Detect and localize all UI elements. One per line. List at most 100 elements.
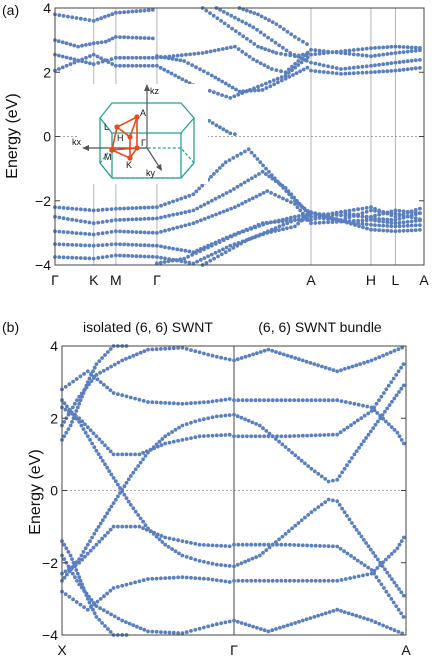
panel-a-band-point xyxy=(369,216,373,221)
panel-a-band-point xyxy=(190,253,195,257)
panel-b-band-point xyxy=(264,548,269,552)
panel-a-band-point xyxy=(360,70,365,75)
panel-a-band-point xyxy=(413,212,418,217)
panel-a-band-point xyxy=(287,74,292,79)
panel-a-band-point xyxy=(207,118,212,123)
panel-b-band-point xyxy=(255,625,259,630)
panel-b-band-point xyxy=(243,559,248,564)
panel-a-band-point xyxy=(267,48,271,53)
panel-b-band-point xyxy=(391,376,396,381)
panel-b-band-point xyxy=(85,542,90,547)
panel-b-band-point xyxy=(331,544,335,549)
panel-a-y-tick-label: 0 xyxy=(43,129,51,145)
panel-a-band-point xyxy=(262,33,267,37)
panel-b-band-point xyxy=(91,369,95,374)
panel-a-band-point xyxy=(273,219,277,224)
panel-a-band-point xyxy=(220,93,225,97)
panel-b-band-point xyxy=(167,440,172,445)
panel-a-band-point xyxy=(163,256,167,261)
panel-b-band-point xyxy=(275,398,279,403)
panel-a-band-point xyxy=(195,219,200,224)
panel-b-band-point xyxy=(266,347,271,352)
panel-b-band-point xyxy=(63,569,68,574)
panel-b-band-point xyxy=(107,469,112,473)
panel-a-band-point xyxy=(109,57,114,61)
panel-a-band-point xyxy=(78,256,83,260)
panel-a-band-point xyxy=(360,47,365,51)
panel-a-band-point xyxy=(163,245,167,250)
panel-a-band-point xyxy=(361,225,365,230)
panel-b-band-point xyxy=(124,620,128,624)
panel-a-band-point xyxy=(217,195,222,199)
panel-b-band-point xyxy=(296,398,301,403)
panel-a-band-point xyxy=(377,53,381,57)
panel-a-band-point xyxy=(96,243,101,248)
panel-b-band-point xyxy=(394,583,399,588)
panel-a-band-point xyxy=(114,35,118,39)
panel-b-band-point xyxy=(240,542,245,547)
panel-b-band-point xyxy=(206,543,211,547)
panel-b-band-point xyxy=(352,452,357,457)
panel-a-band-point xyxy=(110,12,115,17)
panel-a-band-point xyxy=(217,211,222,215)
panel-a-band-point xyxy=(96,231,101,236)
panel-b-band-point xyxy=(286,448,291,452)
panel-a-band-point xyxy=(249,176,254,181)
panel-a-band-point xyxy=(389,69,394,73)
panel-a-band-point xyxy=(100,220,105,224)
panel-a-band-point xyxy=(283,70,288,75)
panel-a-band-point xyxy=(347,208,352,213)
panel-b-band-point xyxy=(340,470,344,475)
panel-a-band-point xyxy=(405,210,410,215)
panel-a-x-tick-label: Γ xyxy=(51,272,59,288)
panel-b-band-point xyxy=(366,432,371,437)
panel-a-band-point xyxy=(377,62,381,67)
panel-a-band-point xyxy=(231,246,236,250)
panel-a-band-point xyxy=(334,66,339,70)
panel-b-band-point xyxy=(128,395,133,400)
panel-a-band-point xyxy=(166,56,171,61)
panel-b-band-point xyxy=(219,414,224,418)
panel-a-band-point xyxy=(389,229,394,233)
panel-b-band-point xyxy=(133,509,138,514)
panel-b-band-point xyxy=(300,618,305,623)
panel-b-band-point xyxy=(79,553,84,558)
panel-a-band-point xyxy=(270,20,275,24)
panel-b-band-point xyxy=(402,535,406,540)
panel-a-band-point xyxy=(114,229,118,234)
panel-a-band-point xyxy=(74,256,79,260)
panel-a-band-point xyxy=(339,210,343,214)
panel-a-band-point xyxy=(84,43,88,47)
panel-b-band-point xyxy=(98,455,103,460)
panel-b-band-point xyxy=(96,525,101,529)
panel-b-band-point xyxy=(189,348,193,352)
panel-b-band-point xyxy=(131,470,136,475)
panel-b-band-point xyxy=(124,524,129,529)
panel-b-band-point xyxy=(327,367,332,371)
panel-a-band-point xyxy=(134,217,139,222)
panel-a-band-point xyxy=(292,195,296,200)
panel-b-band-point xyxy=(345,425,350,430)
panel-b-band-point xyxy=(261,550,265,555)
panel-b-band-point xyxy=(337,474,342,478)
panel-a-band-point xyxy=(122,10,126,15)
panel-a-band-point xyxy=(286,71,291,75)
panel-b-band-point xyxy=(396,607,401,612)
panel-a-band-point xyxy=(357,224,361,229)
panel-a-band-point xyxy=(88,54,92,59)
panel-a-band-point xyxy=(321,220,326,225)
panel-a-band-point xyxy=(240,49,245,54)
panel-a-band-point xyxy=(351,48,356,52)
brillouin-zone-inset: kz kx ky A L H Γ M K xyxy=(72,84,208,184)
panel-a-band-point xyxy=(347,71,352,76)
panel-a-band-point xyxy=(126,10,131,14)
panel-a-band-point xyxy=(130,35,135,40)
panel-a-band-point xyxy=(309,60,313,65)
panel-b-band-point xyxy=(171,537,176,542)
panel-b-band-point xyxy=(133,580,138,585)
panel-b-band-point xyxy=(270,578,275,583)
panel-a-band-point xyxy=(209,198,214,203)
panel-b-band-point xyxy=(308,616,313,620)
panel-a-band-point xyxy=(267,174,272,179)
panel-a-band-point xyxy=(204,8,209,13)
